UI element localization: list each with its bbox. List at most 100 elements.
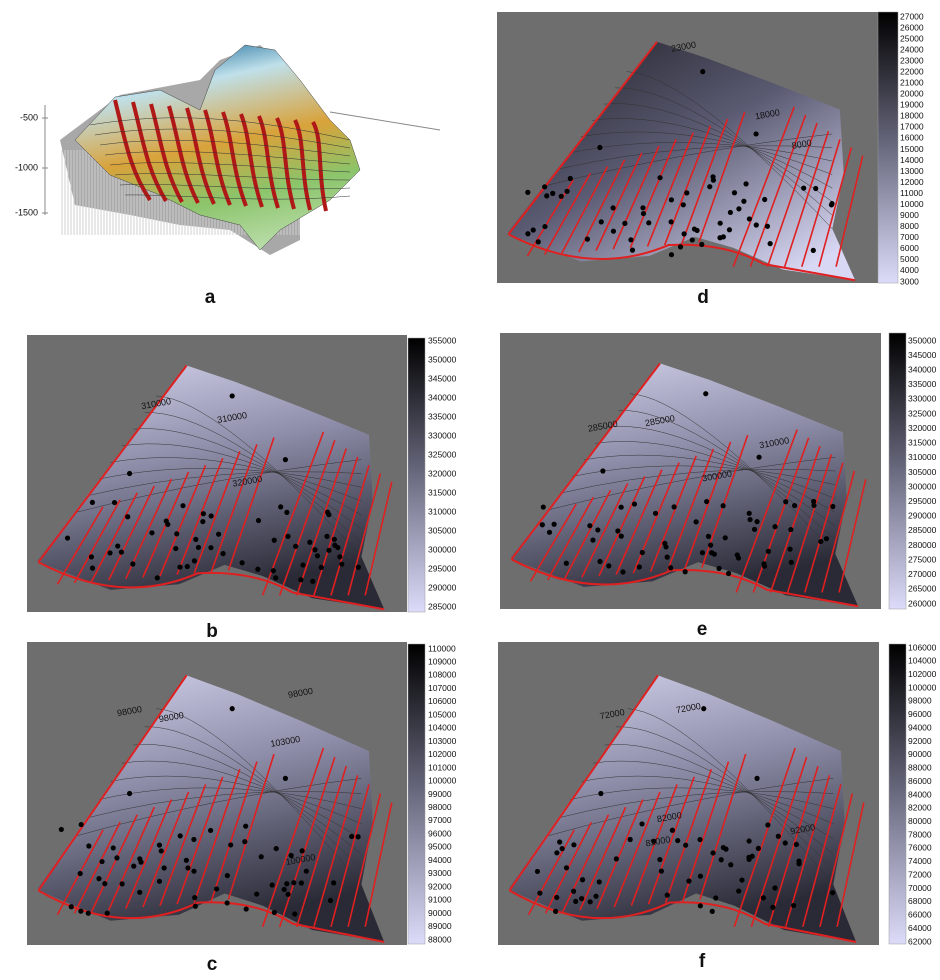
well — [339, 562, 344, 567]
colorbar-label: 14000 — [900, 155, 924, 165]
well — [721, 503, 726, 508]
well — [120, 881, 125, 886]
well — [668, 565, 673, 570]
colorbar-label: 23000 — [900, 55, 924, 65]
colorbar-label: 98000 — [428, 802, 452, 812]
well — [754, 776, 759, 781]
colorbar-label: 285000 — [428, 601, 457, 611]
colorbar-label: 325000 — [908, 408, 937, 418]
figure: -500-1000-1500a3100003100003200003550003… — [0, 0, 940, 975]
colorbar-label: 95000 — [428, 842, 452, 852]
well — [243, 824, 248, 829]
well — [304, 869, 309, 874]
well — [300, 562, 305, 567]
well — [331, 880, 336, 885]
colorbar-label: 19000 — [900, 100, 924, 110]
well — [114, 855, 119, 860]
well — [665, 893, 670, 898]
well — [200, 519, 205, 524]
well — [768, 241, 773, 246]
colorbar-label: 13000 — [900, 166, 924, 176]
well — [700, 550, 705, 555]
colorbar-label: 72000 — [908, 869, 932, 879]
well — [772, 885, 777, 890]
well — [259, 854, 264, 859]
well — [270, 882, 275, 887]
well — [201, 511, 206, 516]
colorbar — [878, 12, 898, 283]
well — [164, 518, 169, 523]
well — [813, 186, 818, 191]
well — [355, 834, 360, 839]
well — [537, 891, 542, 896]
well — [670, 828, 675, 833]
well — [706, 534, 711, 539]
colorbar-label: 25000 — [900, 33, 924, 43]
colorbar-label: 105000 — [428, 709, 457, 719]
well — [747, 517, 752, 522]
well — [704, 499, 709, 504]
colorbar-label: 24000 — [900, 44, 924, 54]
well — [130, 561, 135, 566]
colorbar-label: 107000 — [428, 683, 457, 693]
well — [735, 552, 740, 557]
well — [698, 903, 703, 908]
colorbar-label: 305000 — [428, 525, 457, 535]
well — [541, 504, 546, 509]
colorbar-label: 108000 — [428, 670, 457, 680]
colorbar-label: 325000 — [428, 449, 457, 459]
well — [641, 211, 646, 216]
well — [284, 881, 289, 886]
well — [640, 550, 645, 555]
well — [783, 499, 788, 504]
well — [242, 839, 247, 844]
well — [794, 842, 799, 847]
well — [756, 455, 761, 460]
z-axis-label: -500 — [20, 112, 38, 122]
colorbar-label: 104000 — [908, 656, 937, 666]
well — [349, 834, 354, 839]
well — [307, 540, 312, 545]
colorbar — [889, 333, 906, 609]
colorbar-label: 91000 — [428, 895, 452, 905]
colorbar-label: 320000 — [908, 423, 937, 433]
well — [553, 909, 558, 914]
well — [185, 564, 190, 569]
z-axis-label: -1000 — [15, 162, 38, 172]
colorbar-label: 300000 — [908, 481, 937, 491]
well — [208, 545, 213, 550]
well — [332, 537, 337, 542]
panel-e: 2850002850003100003000003500003450003400… — [500, 333, 937, 640]
well — [690, 237, 695, 242]
well — [180, 503, 185, 508]
colorbar-label: 9000 — [900, 210, 919, 220]
well — [585, 237, 590, 242]
well — [564, 189, 569, 194]
well — [665, 555, 670, 560]
colorbar-label: 11000 — [900, 188, 923, 198]
colorbar-label: 350000 — [428, 354, 457, 364]
colorbar-label: 265000 — [908, 584, 937, 594]
well — [632, 501, 637, 506]
colorbar-label: 290000 — [908, 511, 937, 521]
well — [159, 848, 164, 853]
colorbar-label: 21000 — [900, 78, 924, 88]
well — [739, 877, 744, 882]
well — [717, 235, 722, 240]
well — [657, 857, 662, 862]
well — [111, 845, 116, 850]
well — [292, 911, 297, 916]
well — [707, 184, 712, 189]
well — [615, 528, 620, 533]
well — [698, 874, 703, 879]
colorbar-label: 16000 — [900, 133, 924, 143]
well — [78, 909, 83, 914]
colorbar-label: 68000 — [908, 896, 932, 906]
well — [105, 911, 110, 916]
well — [753, 131, 758, 136]
well — [89, 554, 94, 559]
colorbar — [408, 644, 425, 944]
colorbar-label: 10000 — [900, 199, 924, 209]
colorbar-label: 66000 — [908, 910, 932, 920]
